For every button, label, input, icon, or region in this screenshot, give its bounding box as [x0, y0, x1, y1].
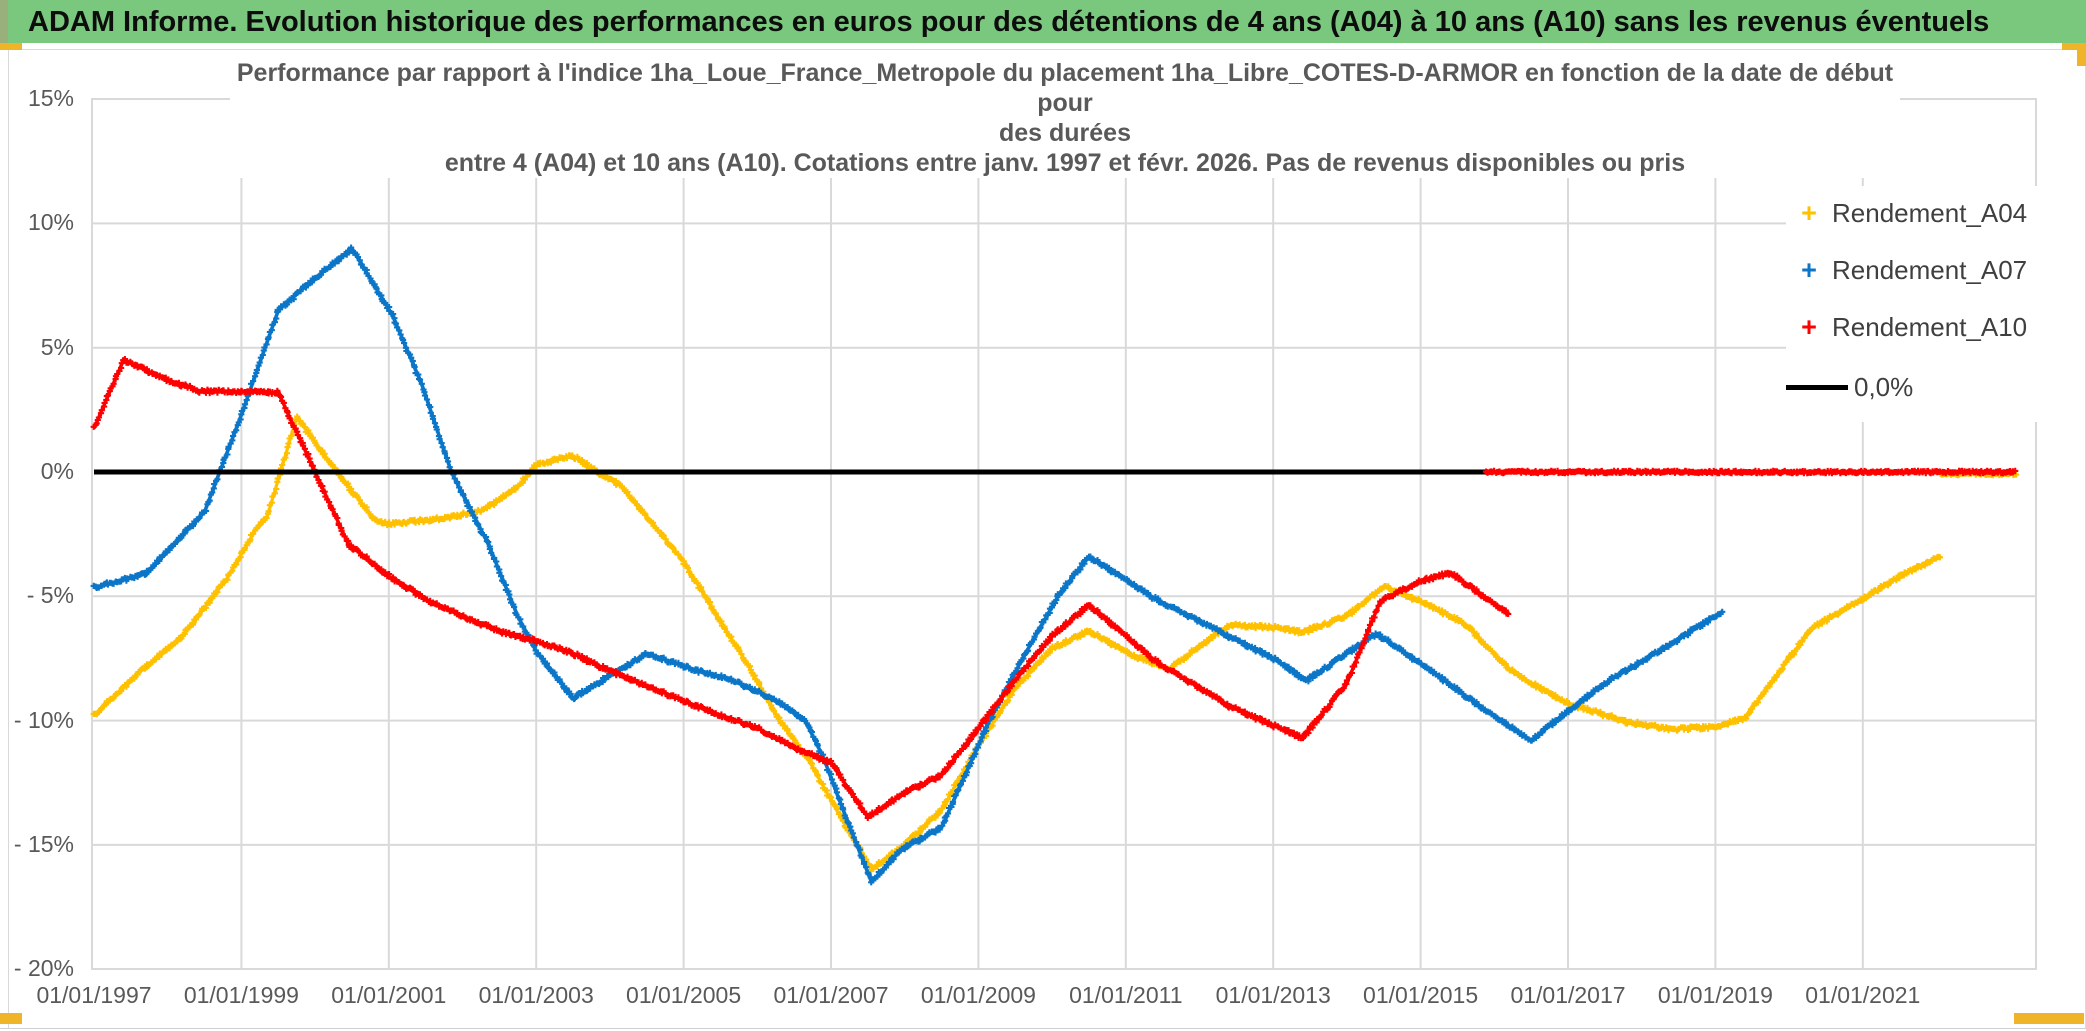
y-tick-label: - 15% — [13, 830, 74, 857]
x-tick-label: 01/01/2013 — [1215, 982, 1331, 1008]
bottom-divider — [0, 1028, 2086, 1029]
y-tick-label: - 5% — [26, 582, 74, 609]
plus-marker-icon: + — [1801, 311, 1817, 342]
x-tick-label: 01/01/2001 — [331, 982, 447, 1008]
chart-title-line1: Performance par rapport à l'indice 1ha_L… — [236, 59, 1894, 117]
y-tick-label: 0% — [40, 458, 74, 484]
plus-marker-icon: + — [1801, 254, 1817, 285]
chart-legend: + Rendement_A04 + Rendement_A07 + Rendem… — [1786, 186, 2072, 422]
series-rendement-a10-markers — [90, 356, 1512, 821]
legend-label: Rendement_A10 — [1832, 311, 2028, 342]
title-banner: ADAM Informe. Evolution historique des p… — [0, 0, 2086, 43]
gold-corner-top-right-tab — [2077, 50, 2086, 66]
y-tick-label: - 10% — [13, 706, 74, 733]
x-tick-label: 01/01/2015 — [1363, 982, 1479, 1008]
chart-title-line2: des durées — [998, 119, 1131, 147]
legend-label: Rendement_A07 — [1832, 254, 2028, 285]
page-title: ADAM Informe. Evolution historique des p… — [28, 6, 1990, 38]
series-rendement-a07-line — [93, 246, 1724, 884]
legend-item-rendement-a07[interactable]: + Rendement_A07 — [1786, 253, 2027, 287]
series-rendement-a04-markers — [90, 413, 1943, 874]
x-tick-label: 01/01/2019 — [1657, 982, 1773, 1008]
series-rendement-a10-zero-markers — [1482, 467, 2019, 477]
gold-corner-top-left — [0, 43, 22, 50]
x-tick-label: 01/01/2005 — [626, 982, 742, 1008]
x-tick-label: 01/01/2021 — [1805, 982, 1921, 1008]
chart-title-line3: entre 4 (A04) et 10 ans (A10). Cotations… — [444, 149, 1686, 177]
chart-title: Performance par rapport à l'indice 1ha_L… — [230, 58, 1900, 178]
x-tick-label: 01/01/2009 — [920, 982, 1036, 1008]
y-tick-label: - 20% — [13, 955, 74, 982]
x-tick-label: 01/01/2003 — [478, 982, 594, 1008]
chart-area[interactable] — [8, 49, 2086, 1029]
gold-corner-bottom-right — [2014, 1013, 2084, 1024]
y-tick-label: 15% — [27, 85, 74, 112]
plus-marker-icon: + — [1801, 197, 1817, 228]
x-tick-label: 01/01/2011 — [1069, 982, 1183, 1008]
series-rendement-a04-line — [92, 415, 1941, 872]
x-tick-label: 01/01/1999 — [183, 982, 299, 1008]
y-tick-label: 5% — [40, 333, 74, 360]
legend-item-rendement-a04[interactable]: + Rendement_A04 — [1786, 196, 2027, 230]
plot-border — [91, 98, 2037, 970]
legend-label: Rendement_A04 — [1832, 197, 2028, 228]
gold-corner-bottom-left — [0, 1013, 22, 1024]
x-tick-label: 01/01/1997 — [36, 982, 152, 1008]
legend-item-zero-line[interactable]: 0,0% — [1786, 370, 1913, 404]
legend-item-rendement-a10[interactable]: + Rendement_A10 — [1786, 310, 2027, 344]
black-line-icon — [1786, 384, 1848, 390]
legend-label: 0,0% — [1854, 371, 1914, 402]
x-tick-label: 01/01/2017 — [1510, 982, 1626, 1008]
y-tick-label: 10% — [27, 209, 74, 236]
banner-left-strip — [0, 0, 8, 43]
gold-corner-top-right — [2062, 43, 2086, 50]
x-tick-label: 01/01/2007 — [773, 982, 889, 1008]
